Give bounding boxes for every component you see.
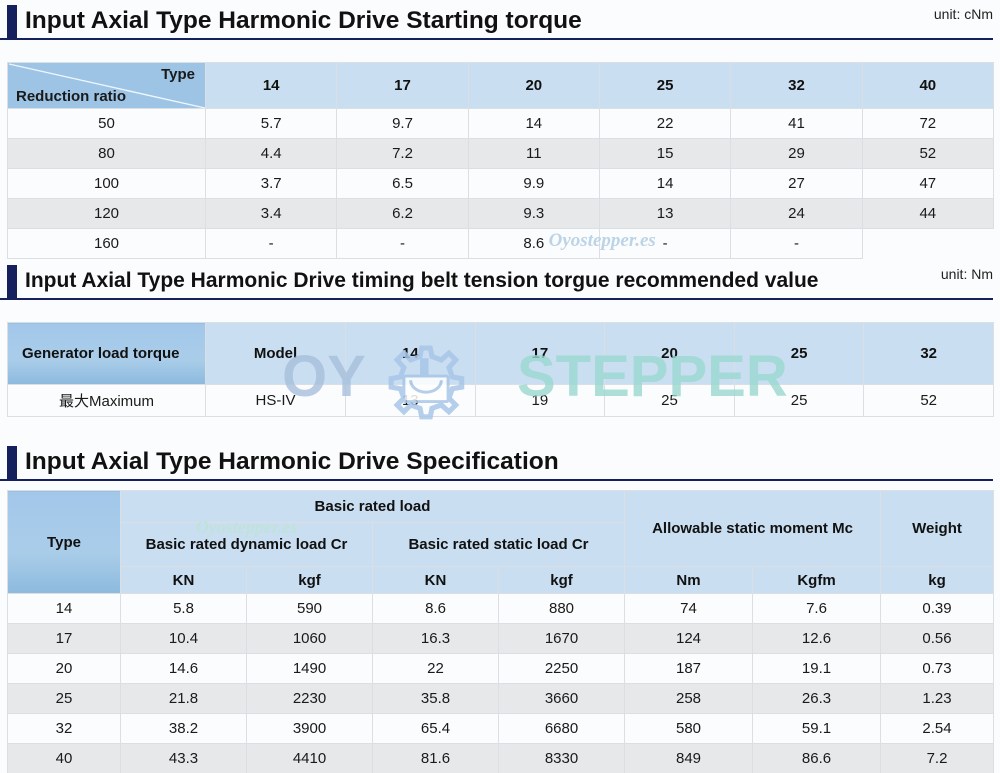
svg-text:OY: OY: [282, 344, 366, 409]
svg-text:STEPPER: STEPPER: [517, 344, 788, 409]
